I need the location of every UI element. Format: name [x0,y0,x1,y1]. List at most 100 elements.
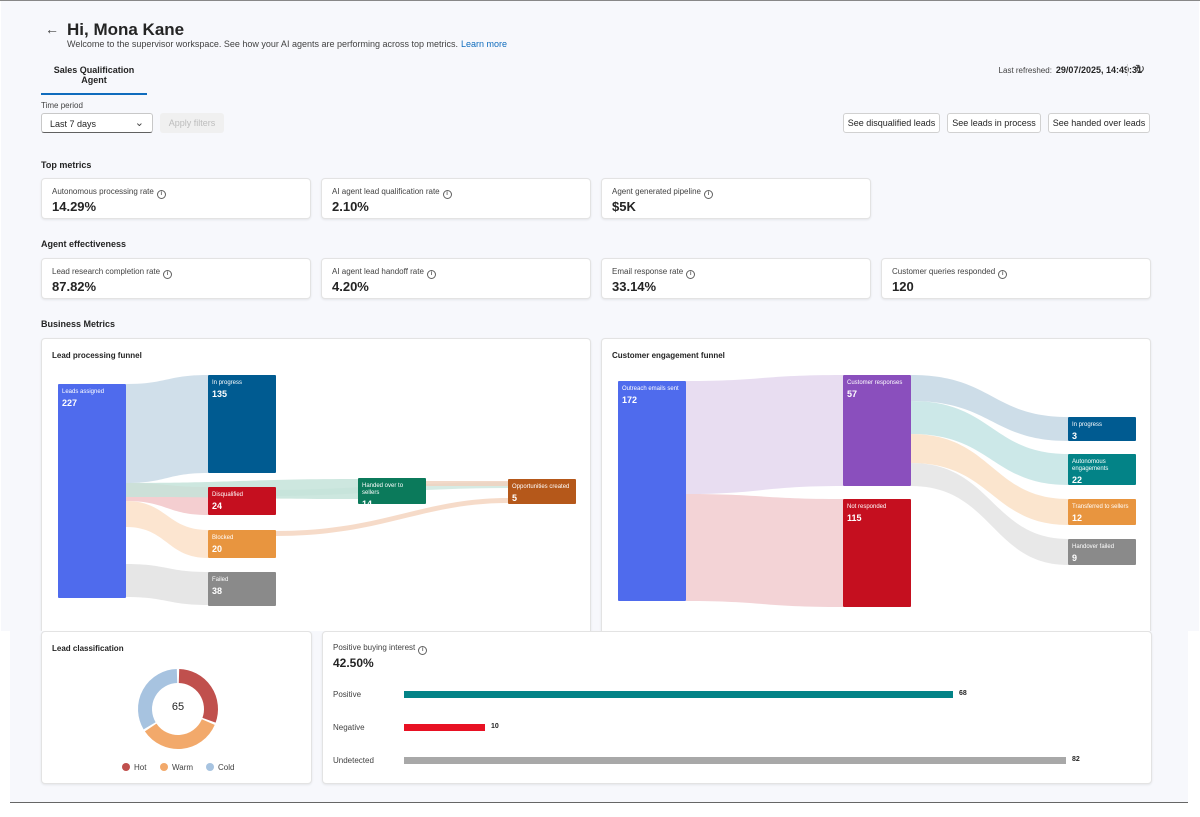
metric-label: Email response rate i [612,267,696,279]
info-icon[interactable]: i [442,190,452,199]
metric-value: 120 [892,279,914,294]
node-in-progress[interactable]: In progress 135 [208,375,276,473]
time-period-value: Last 7 days [50,119,97,129]
see-leads-in-process-button[interactable]: See leads in process [947,113,1041,133]
metric-label-text: AI agent lead handoff rate [332,267,424,276]
bar-negative[interactable] [404,724,485,731]
node-label: Transferred to sellers [1072,504,1129,510]
node-handover-failed[interactable]: Handover failed 9 [1068,539,1136,565]
node-value: 5 [512,493,518,503]
subtitle-text: Welcome to the supervisor workspace. See… [67,39,459,49]
info-icon[interactable]: i [418,646,428,655]
node-value: 227 [62,398,78,408]
top-metrics-title: Top metrics [41,160,92,170]
refresh-divider [1127,64,1128,76]
metric-value: 14.29% [52,199,97,214]
metric-card-lead-research: Lead research completion rate i 87.82% [41,258,311,299]
time-period-label: Time period [41,101,83,110]
node-failed[interactable]: Failed 38 [208,572,276,606]
lead-classification-title: Lead classification [52,644,124,653]
metric-card-lead-qualification: AI agent lead qualification rate i 2.10% [321,178,591,219]
bar-positive[interactable] [404,691,953,698]
metric-label: AI agent lead qualification rate i [332,187,452,199]
donut-slice-hot[interactable] [178,669,218,723]
workspace-background: ← Hi, Mona Kane Welcome to the superviso… [1,1,1199,631]
metric-card-generated-pipeline: Agent generated pipeline i $5K [601,178,871,219]
donut-slice-cold[interactable] [138,669,178,730]
info-icon[interactable]: i [163,270,173,279]
node-value: 9 [1072,553,1078,563]
metric-value: 33.14% [612,279,657,294]
node-blocked[interactable]: Blocked 20 [208,530,276,558]
node-autonomous-engagements[interactable]: Autonomous engagements 22 [1068,454,1136,485]
metric-label: Autonomous processing rate i [52,187,166,199]
top-border [0,0,1200,1]
legend-item-warm: Warm [160,763,193,772]
positive-buying-interest-card: Positive buying interest i 42.50% Positiv… [322,631,1152,784]
metric-label: Customer queries responded i [892,267,1008,279]
info-icon[interactable]: i [156,190,166,199]
node-label: Outreach emails sent [622,386,679,392]
metric-label-text: Autonomous processing rate [52,187,154,196]
flow-responses-to-in-progress [911,375,1068,441]
info-icon[interactable]: i [998,270,1008,279]
node-engagement-in-progress[interactable]: In progress 3 [1068,417,1136,441]
metric-value: 87.82% [52,279,97,294]
time-period-select[interactable]: Last 7 days ⌄ [41,113,153,133]
node-label: Not responded [847,504,887,510]
engagement-funnel-flows [686,375,1068,607]
node-disqualified[interactable]: Disqualified 24 [208,487,276,515]
apply-filters-button[interactable]: Apply filters [160,113,224,133]
info-icon[interactable]: i [426,270,436,279]
node-label: Disqualified [212,492,244,498]
node-label: Opportunities created [512,484,570,490]
back-arrow-icon[interactable]: ← [45,21,59,37]
metric-value: $5K [612,199,636,214]
node-label: Leads assigned [62,389,105,395]
see-disqualified-leads-button[interactable]: See disqualified leads [843,113,940,133]
lead-processing-funnel-card: Lead processing funnel Leads assigned 227… [41,338,591,631]
node-value: 14 [362,499,373,509]
node-opportunities-created[interactable]: Opportunities created 5 [508,479,576,504]
legend-label: Hot [134,763,147,772]
bar-label-undetected: Undetected [333,756,374,765]
node-not-responded[interactable]: Not responded 115 [843,499,911,607]
last-refreshed-value: 29/07/2025, 14:49:31 [1055,65,1142,75]
node-handed-over[interactable]: Handed over to sellers 14 [358,478,426,509]
learn-more-link[interactable]: Learn more [461,39,508,49]
node-value: 135 [212,389,228,399]
donut-slice-warm[interactable] [144,718,215,749]
bar-undetected[interactable] [404,757,1066,764]
lead-classification-donut [138,669,218,749]
tab-sales-qualification-agent[interactable]: Sales Qualification Agent [41,65,147,95]
flow-assigned-to-blocked [126,501,208,558]
see-handed-over-leads-button[interactable]: See handed over leads [1048,113,1150,133]
flow-assigned-to-in-progress [126,375,208,483]
business-metrics-title: Business Metrics [41,319,116,329]
bottom-section-background: Lead classification 65 Hot Warm Cold Pos… [10,631,1188,803]
node-value: 57 [847,389,858,399]
legend-item-cold: Cold [206,763,234,772]
metric-card-autonomous-processing: Autonomous processing rate i 14.29% [41,178,311,219]
chevron-down-icon: ⌄ [134,117,144,129]
node-customer-responses[interactable]: Customer responses 57 [843,375,911,486]
last-refreshed-label: Last refreshed: [998,66,1052,75]
flow-responses-to-transferred [911,434,1068,525]
info-icon[interactable]: i [686,270,696,279]
info-icon[interactable]: i [703,190,713,199]
buying-interest-value: 42.50% [333,656,374,670]
buying-interest-title: Positive buying interest [333,643,416,652]
flow-in-progress-to-opportunities [276,498,508,536]
node-label: In progress [212,380,243,386]
greeting-title: Hi, Mona Kane [67,20,185,39]
node-outreach-emails[interactable]: Outreach emails sent 172 [618,381,686,601]
refresh-icon[interactable]: ↻ [1135,62,1146,76]
metric-label-text: Agent generated pipeline [612,187,701,196]
metric-label-text: Email response rate [612,267,684,276]
node-leads-assigned[interactable]: Leads assigned 227 [58,384,126,598]
welcome-subtitle: Welcome to the supervisor workspace. See… [67,39,507,49]
buying-interest-label: Positive buying interest i [333,643,428,655]
node-value: 3 [1072,431,1078,441]
node-transferred-to-sellers[interactable]: Transferred to sellers 12 [1068,499,1136,525]
